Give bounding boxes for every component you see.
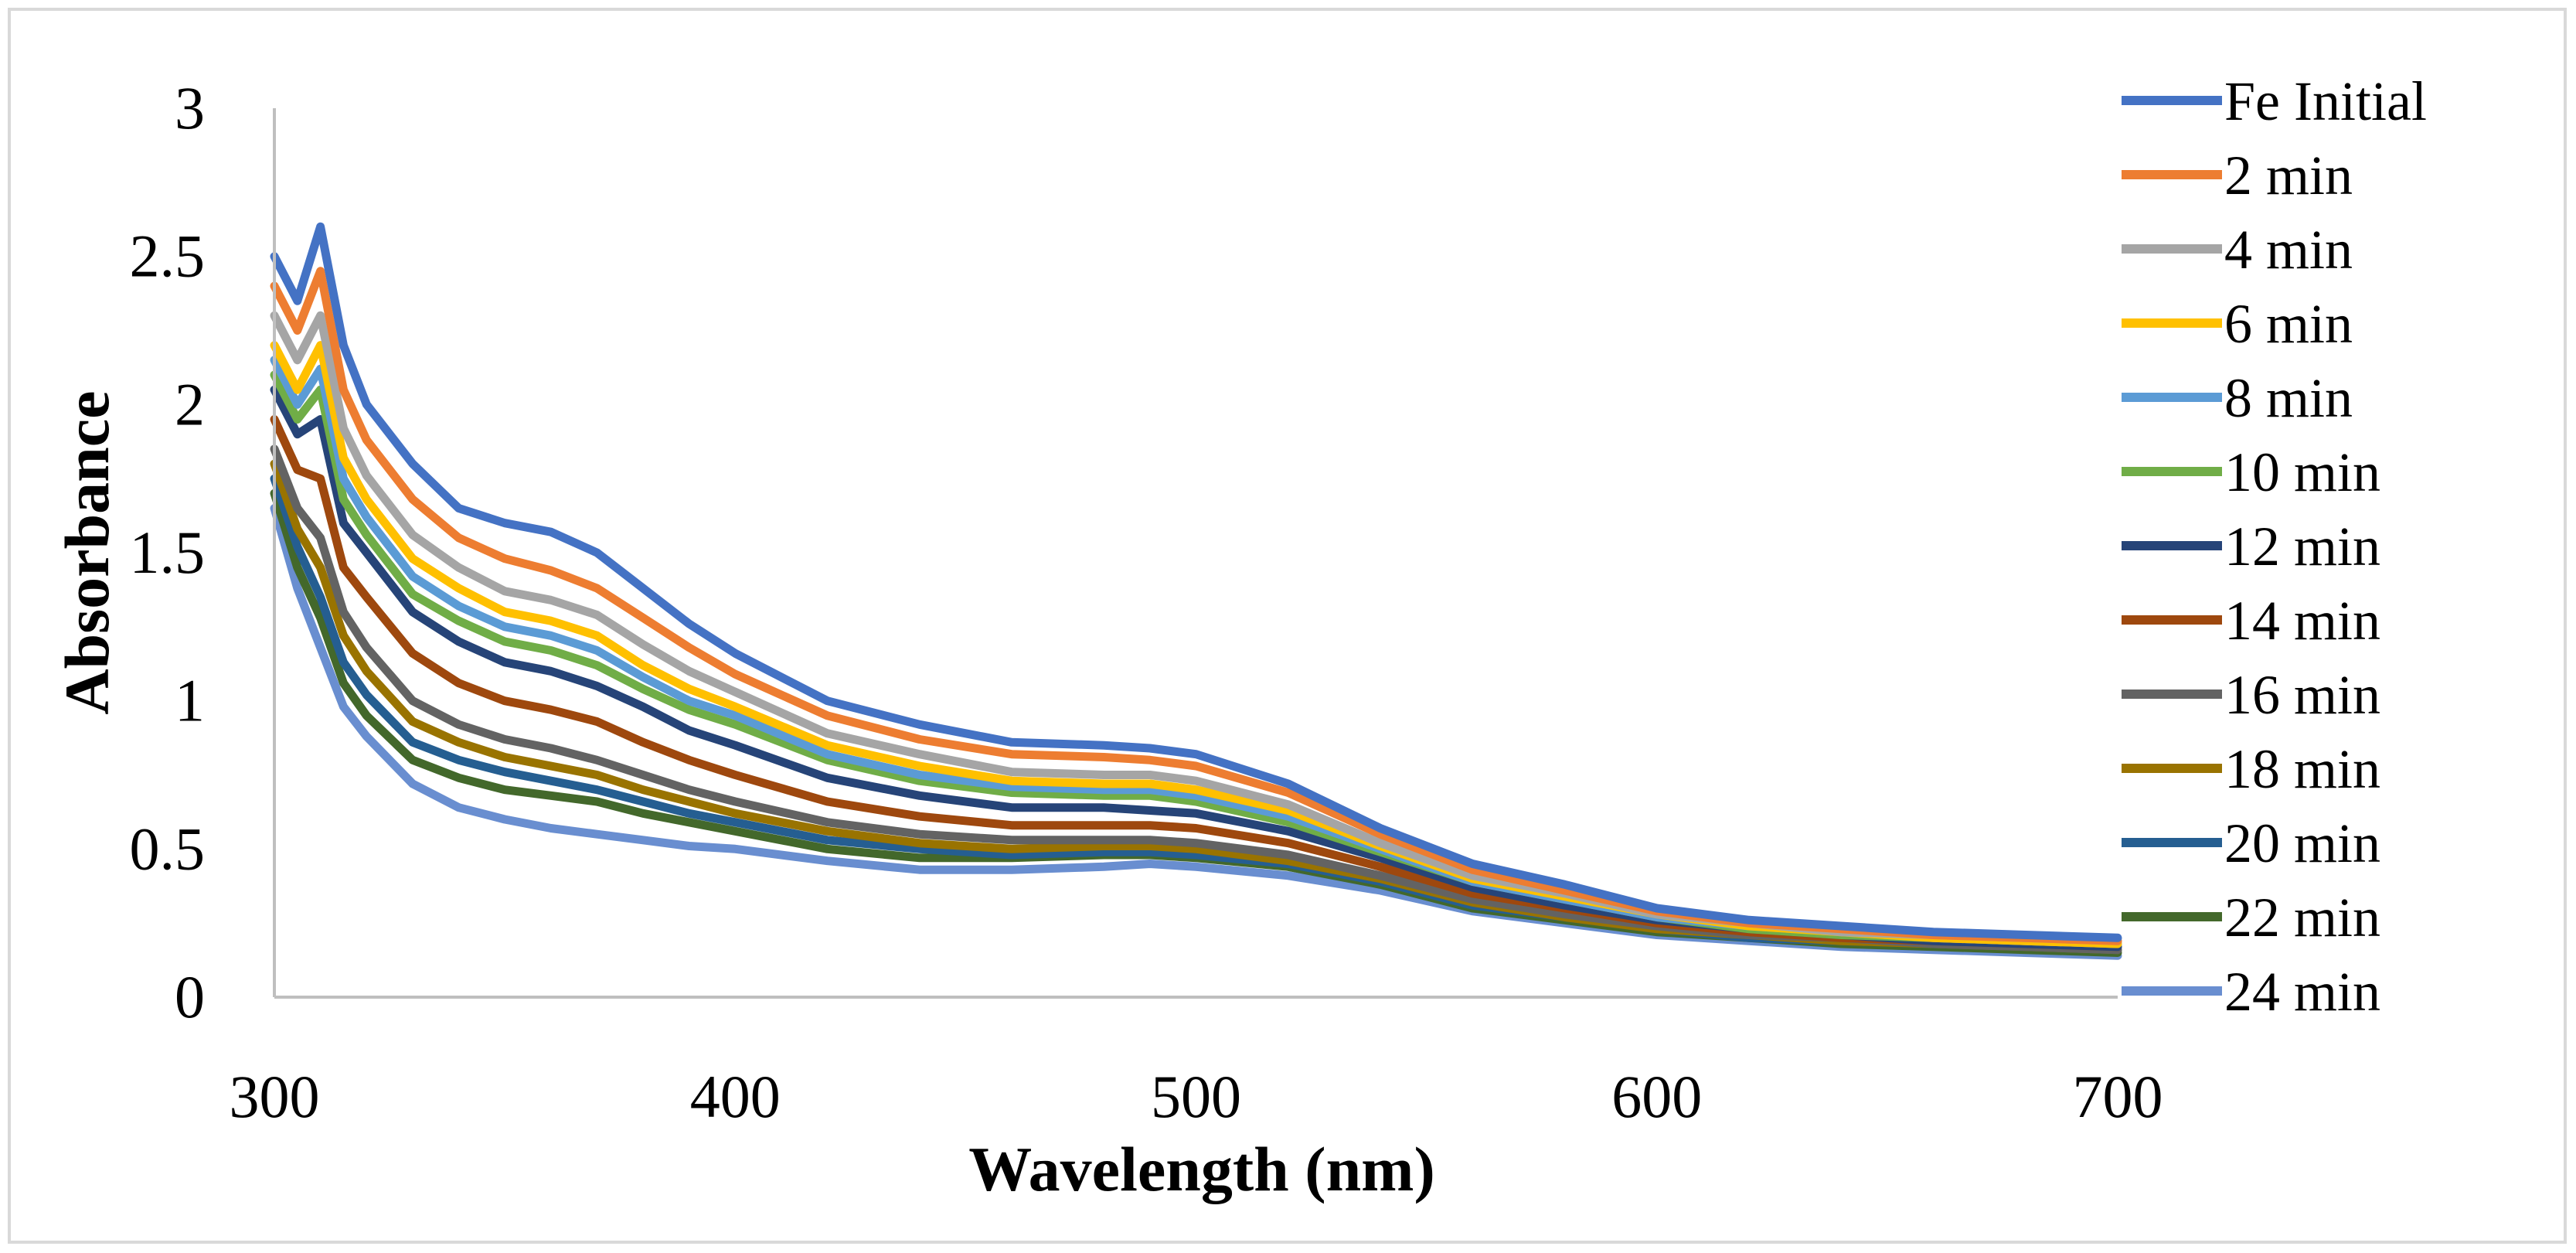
- y-tick-label: 2.5: [130, 223, 206, 290]
- y-tick-label: 2: [175, 370, 205, 438]
- y-tick-label: 0: [175, 963, 205, 1030]
- x-tick-label: 600: [1611, 1063, 1702, 1130]
- legend-label: Fe Initial: [2224, 70, 2427, 132]
- x-axis-title: Wavelength (nm): [968, 1134, 1435, 1204]
- y-tick-label: 1: [175, 667, 205, 734]
- legend-label: 10 min: [2224, 441, 2380, 503]
- legend-label: 4 min: [2224, 219, 2353, 281]
- x-tick-label: 300: [230, 1063, 320, 1130]
- legend-label: 12 min: [2224, 516, 2380, 577]
- series-line: [270, 222, 2122, 942]
- legend: Fe Initial 2 min 4 min 6 min 8 min 10 min 12 m…: [2122, 70, 2427, 1023]
- series-line: [270, 504, 2122, 960]
- y-tick-label: 3: [175, 74, 205, 141]
- x-tick-label: 700: [2073, 1063, 2163, 1130]
- series-line: [270, 444, 2122, 955]
- y-tick-label: 0.5: [130, 815, 206, 882]
- x-tick-label: 500: [1151, 1063, 1241, 1130]
- legend-label: 16 min: [2224, 664, 2380, 726]
- legend-label: 22 min: [2224, 887, 2380, 948]
- series-line: [270, 489, 2122, 957]
- y-axis-title: Absorbance: [52, 390, 122, 714]
- series-line: [270, 474, 2122, 955]
- legend-label: 18 min: [2224, 738, 2380, 800]
- legend-label: 20 min: [2224, 812, 2380, 874]
- legend-label: 14 min: [2224, 590, 2380, 652]
- y-axis-ticks: 0 0.5 1 1.5 2 2.5 3: [130, 74, 206, 1030]
- series-lines: [270, 222, 2122, 960]
- y-tick-label: 1.5: [130, 519, 206, 586]
- legend-label: 24 min: [2224, 961, 2380, 1023]
- x-axis-ticks: 300 400 500 600 700: [230, 1063, 2163, 1130]
- legend-label: 8 min: [2224, 367, 2353, 429]
- legend-label: 6 min: [2224, 293, 2353, 355]
- plot-area: [270, 108, 2122, 999]
- legend-label: 2 min: [2224, 145, 2353, 206]
- x-tick-label: 400: [690, 1063, 781, 1130]
